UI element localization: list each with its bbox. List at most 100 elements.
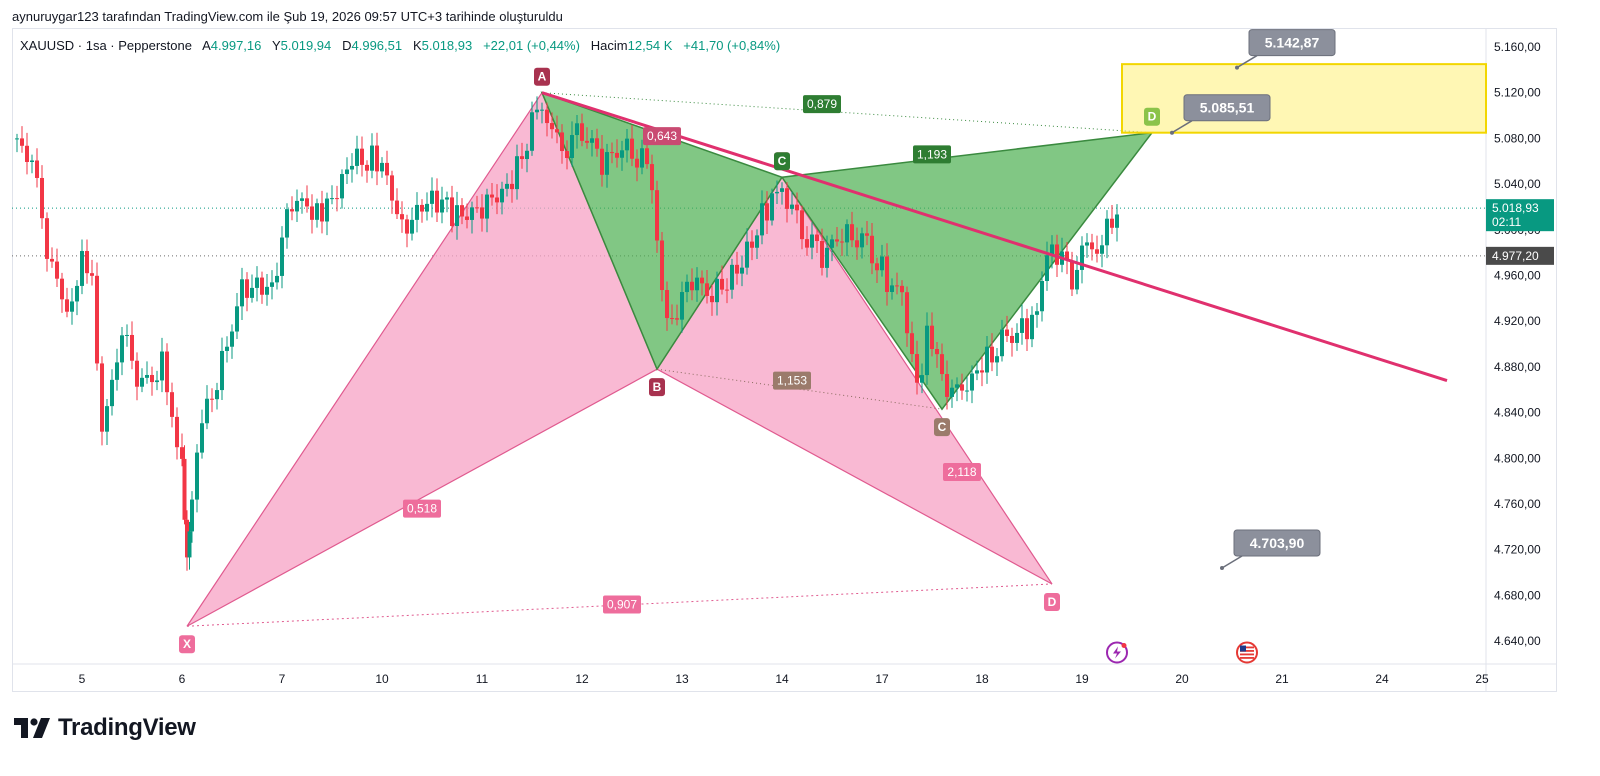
candle-body — [980, 370, 984, 373]
candle-body — [370, 145, 374, 171]
candle-body — [970, 373, 974, 391]
candle-body — [100, 363, 104, 432]
candle-body — [360, 148, 364, 165]
candle-body — [975, 370, 979, 374]
chart-canvas[interactable]: 5.160,005.120,005.080,005.040,005.000,00… — [0, 0, 1600, 700]
candle-body — [15, 138, 19, 140]
candle-body — [1100, 245, 1104, 254]
candle-body — [445, 197, 449, 200]
candle-body — [345, 169, 349, 175]
chart-frame[interactable] — [12, 28, 1557, 692]
trendline[interactable] — [541, 91, 1448, 383]
abcd-ratio-label-box — [773, 371, 811, 390]
candle-body — [690, 281, 694, 291]
candle-body — [670, 318, 674, 320]
candle-body — [335, 198, 339, 200]
candle-body — [320, 203, 324, 222]
candle-body — [645, 148, 649, 165]
candle-body — [650, 164, 654, 191]
time-tick-label: 21 — [1275, 672, 1289, 686]
candle-body — [1095, 249, 1099, 254]
candle-body — [660, 240, 664, 291]
candle-body — [340, 174, 344, 199]
callout-box[interactable] — [1183, 94, 1271, 122]
candle-body — [560, 132, 564, 152]
flag-canton — [1240, 645, 1246, 652]
candle-body — [375, 145, 379, 172]
candle-body — [635, 158, 639, 168]
candle-body — [105, 406, 109, 432]
callout-label: 5.085,51 — [1200, 100, 1255, 116]
time-axis[interactable]: 5 6 7 10 11 12 13 14 17 18 19 20 21 24 25 — [79, 672, 1489, 686]
price-axis[interactable]: 5.160,005.120,005.080,005.040,005.000,00… — [1494, 40, 1541, 648]
candle-body — [590, 138, 594, 143]
tradingview-logo[interactable]: TradingView — [14, 714, 196, 742]
target-zone[interactable] — [1121, 63, 1487, 134]
callout-anchor — [1235, 65, 1239, 70]
chart-caption: aynuruygar123 tarafından TradingView.com… — [12, 9, 563, 24]
candle-body — [550, 123, 554, 130]
candle-body — [915, 354, 919, 383]
xabcd-point-label-box — [534, 67, 550, 86]
abcd-ratio-label: 1,153 — [777, 374, 807, 388]
candle-body — [185, 519, 189, 558]
candle-body — [1005, 329, 1009, 336]
candle-body — [920, 375, 924, 383]
candle-body — [420, 204, 424, 212]
candle-body — [60, 278, 64, 300]
candle-body — [850, 224, 854, 241]
candle-body — [705, 283, 709, 296]
abcd-point-label: C — [938, 420, 947, 434]
candle-body — [1110, 218, 1114, 228]
candle-body — [905, 292, 909, 334]
candle-body — [45, 218, 49, 259]
candle-body — [290, 209, 294, 212]
candle-body — [585, 140, 589, 143]
symbol-name[interactable]: XAUUSD · 1sa · Pepperstone — [20, 38, 192, 53]
candle-body — [285, 209, 289, 238]
candle-body — [510, 183, 514, 190]
time-tick-label: 24 — [1375, 672, 1389, 686]
candle-body — [805, 239, 809, 248]
candle-body — [150, 374, 154, 383]
candle-body — [400, 214, 404, 220]
candle-body — [380, 162, 384, 172]
candle-body — [870, 235, 874, 264]
candle-body — [330, 198, 334, 200]
candle-body — [35, 160, 39, 178]
candle-body — [890, 285, 894, 292]
callout-box[interactable] — [1248, 29, 1336, 57]
candle-body — [595, 138, 599, 149]
candle-body — [1075, 269, 1079, 290]
candle-body — [75, 285, 79, 302]
candle-body — [1115, 214, 1119, 228]
time-tick-label: 20 — [1175, 672, 1189, 686]
candle-body — [405, 219, 409, 234]
callout-anchor — [1170, 130, 1174, 135]
candle-body — [165, 351, 169, 393]
candle-body — [740, 267, 744, 274]
candle-body — [415, 204, 419, 220]
candle-body — [235, 306, 239, 332]
price-tick-label: 4.880,00 — [1494, 360, 1541, 374]
price-tick-label: 4.760,00 — [1494, 497, 1541, 511]
candle-body — [175, 416, 179, 448]
candle-body — [525, 150, 529, 160]
candle-body — [65, 299, 69, 312]
candle-body — [310, 206, 314, 220]
time-tick-label: 5 — [79, 672, 86, 686]
callout-box[interactable] — [1233, 529, 1321, 557]
candle-body — [730, 264, 734, 290]
candle-body — [145, 374, 149, 378]
candle-body — [85, 251, 89, 274]
candle-body — [840, 241, 844, 243]
candle-body — [295, 200, 299, 212]
candle-body — [580, 123, 584, 141]
candle-body — [785, 188, 789, 209]
candle-body — [755, 235, 759, 248]
candle-body — [265, 286, 269, 295]
abcd-ratio-label: 0,879 — [807, 97, 837, 111]
candle-body — [865, 233, 869, 236]
xabcd-point-label: D — [1048, 595, 1057, 609]
price-tag-label: 4.977,20 — [1492, 249, 1539, 263]
